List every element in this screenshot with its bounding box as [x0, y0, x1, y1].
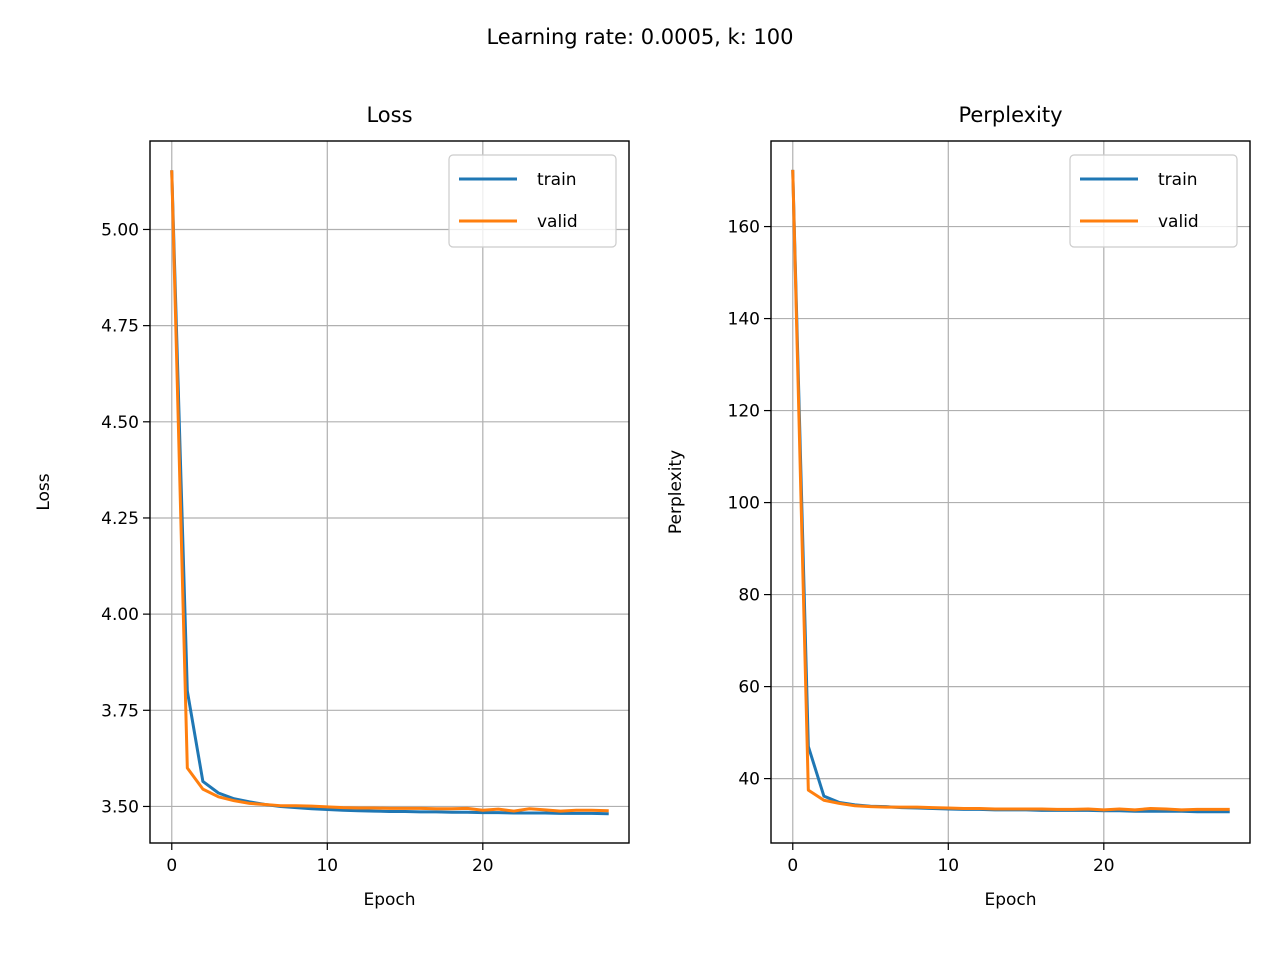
perplexity-x-axis-label: Epoch — [984, 890, 1036, 910]
loss-subplot: 0 10 20 3.50 3.75 4.00 4.25 4.50 4.75 5.00 Loss Epo… — [34, 103, 630, 910]
loss-legend-train-label: train — [537, 170, 577, 190]
perplexity-axes-frame — [770, 140, 1251, 844]
perplexity-y-tick-label: 120 — [728, 402, 760, 422]
perplexity-y-tick-label: 40 — [738, 770, 760, 790]
loss-legend-valid-label: valid — [537, 212, 578, 232]
perplexity-y-tick-label: 100 — [728, 494, 760, 514]
perplexity-y-tick-label: 60 — [738, 678, 760, 698]
perplexity-y-tick-label: 80 — [738, 586, 760, 606]
perplexity-subplot: 0 10 20 40 60 80 100 120 140 160 Perplexity Epoch Pe… — [666, 103, 1251, 910]
loss-x-axis-label: Epoch — [363, 890, 415, 910]
loss-y-tick-label: 3.50 — [101, 797, 139, 817]
perplexity-legend: train valid — [1069, 154, 1238, 248]
loss-y-tick-label: 4.25 — [101, 509, 139, 529]
perplexity-x-tick-label: 20 — [1093, 856, 1115, 876]
loss-legend: train valid — [448, 154, 617, 248]
perplexity-valid-line — [791, 169, 1230, 812]
loss-train-line — [170, 170, 609, 816]
loss-x-tick-label: 20 — [472, 856, 494, 876]
perplexity-legend-box — [1069, 154, 1238, 248]
perplexity-y-axis-label: Perplexity — [666, 450, 686, 534]
perplexity-title: Perplexity — [958, 103, 1062, 127]
loss-y-tick-label: 3.75 — [101, 701, 139, 721]
perplexity-y-tick-label: 160 — [728, 218, 760, 238]
loss-legend-box — [448, 154, 617, 248]
figure-suptitle: Learning rate: 0.0005, k: 100 — [486, 25, 793, 49]
loss-title: Loss — [366, 103, 412, 127]
perplexity-y-tick-label: 140 — [728, 310, 760, 330]
perplexity-x-tick-label: 10 — [937, 856, 959, 876]
loss-y-tick-label: 4.75 — [101, 317, 139, 337]
loss-y-tick-label: 4.00 — [101, 605, 139, 625]
loss-x-tick-label: 0 — [166, 856, 177, 876]
perplexity-legend-valid-label: valid — [1158, 212, 1199, 232]
loss-y-tick-label: 4.50 — [101, 413, 139, 433]
loss-y-tick-label: 5.00 — [101, 220, 139, 240]
loss-valid-line — [170, 170, 609, 813]
loss-x-tick-label: 10 — [316, 856, 338, 876]
loss-y-axis-label: Loss — [34, 473, 54, 510]
loss-axes-frame — [149, 140, 630, 844]
perplexity-x-tick-label: 0 — [787, 856, 798, 876]
perplexity-legend-train-label: train — [1158, 170, 1198, 190]
